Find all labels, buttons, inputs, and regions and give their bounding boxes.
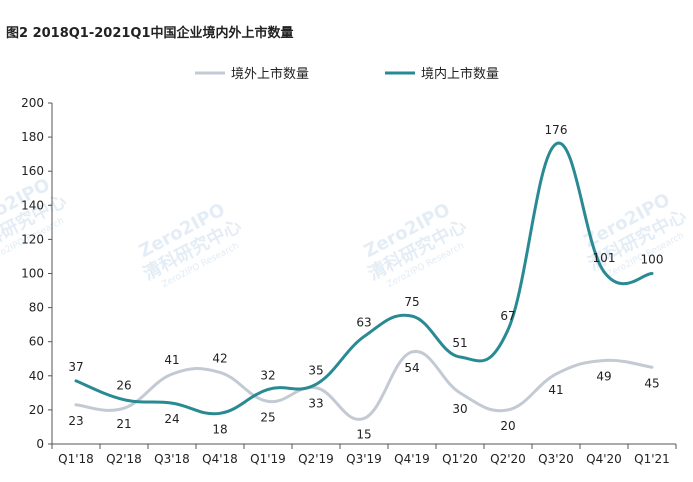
- y-tick-label: 160: [21, 164, 44, 178]
- data-label-s2: 26: [116, 379, 131, 393]
- x-tick-label: Q2'19: [298, 452, 334, 466]
- y-tick-label: 180: [21, 130, 44, 144]
- legend: 境外上市数量 境内上市数量: [195, 66, 499, 82]
- chart-title: 图2 2018Q1-2021Q1中国企业境内外上市数量: [6, 26, 294, 41]
- x-tick-label: Q2'18: [106, 452, 142, 466]
- series-line-2: [74, 141, 654, 416]
- x-tick-label: Q4'19: [394, 452, 430, 466]
- y-tick-label: 120: [21, 232, 44, 246]
- x-tick-label: Q4'20: [586, 452, 622, 466]
- y-tick-label: 200: [21, 96, 44, 110]
- y-tick-label: 140: [21, 198, 44, 212]
- data-labels: 23 37 21 26 41 24 42 18 25 32 33 35 15 63 54 75 30 51 20 67…: [68, 123, 663, 442]
- data-label-s2: 32: [260, 368, 275, 382]
- data-label-s2: 176: [545, 123, 568, 137]
- x-tick-label: Q1'20: [442, 452, 478, 466]
- data-label-s2: 100: [641, 253, 664, 267]
- data-label-s2: 75: [404, 295, 419, 309]
- data-label-s2: 24: [164, 412, 179, 426]
- y-tick-label: 60: [29, 335, 44, 349]
- data-label-s2: 18: [212, 422, 227, 436]
- series-lines: [74, 141, 654, 421]
- data-label-s2: 67: [500, 309, 515, 323]
- x-tick-label: Q3'20: [538, 452, 574, 466]
- data-label-s2: 101: [593, 251, 616, 265]
- x-tick-label: Q3'19: [346, 452, 382, 466]
- x-tick-label: Q1'21: [634, 452, 670, 466]
- y-tick-label: 100: [21, 267, 44, 281]
- data-label-s1: 21: [116, 417, 131, 431]
- x-tick-label: Q2'20: [490, 452, 526, 466]
- data-label-s1: 33: [308, 397, 323, 411]
- y-tick-label: 20: [29, 403, 44, 417]
- data-label-s1: 41: [164, 353, 179, 367]
- x-tick-label: Q3'18: [154, 452, 190, 466]
- y-tick-label: 80: [29, 301, 44, 315]
- data-label-s2: 37: [68, 360, 83, 374]
- data-label-s1: 41: [548, 383, 563, 397]
- series-line-1: [74, 350, 654, 421]
- data-label-s2: 51: [452, 336, 467, 350]
- data-label-s1: 49: [596, 369, 611, 383]
- data-label-s2: 35: [308, 363, 323, 377]
- data-label-s1: 45: [644, 376, 659, 390]
- data-label-s1: 23: [68, 414, 83, 428]
- data-label-s1: 20: [500, 419, 515, 433]
- data-label-s1: 25: [260, 410, 275, 424]
- y-tick-label: 0: [36, 437, 44, 451]
- data-label-s1: 42: [212, 351, 227, 365]
- data-label-s1: 15: [356, 427, 371, 441]
- x-tick-label: Q4'18: [202, 452, 238, 466]
- x-tick-label: Q1'19: [250, 452, 286, 466]
- legend-label-1: 境外上市数量: [231, 66, 309, 82]
- data-label-s1: 54: [404, 361, 419, 375]
- data-label-s1: 30: [452, 402, 467, 416]
- data-label-s2: 63: [356, 316, 371, 330]
- axes: 0 20 40 60 80 100 120 140 160 180 200 Q1'18 Q2'18 Q3'…: [21, 96, 677, 466]
- legend-label-2: 境内上市数量: [421, 66, 499, 82]
- x-tick-label: Q1'18: [58, 452, 94, 466]
- y-tick-label: 40: [29, 369, 44, 383]
